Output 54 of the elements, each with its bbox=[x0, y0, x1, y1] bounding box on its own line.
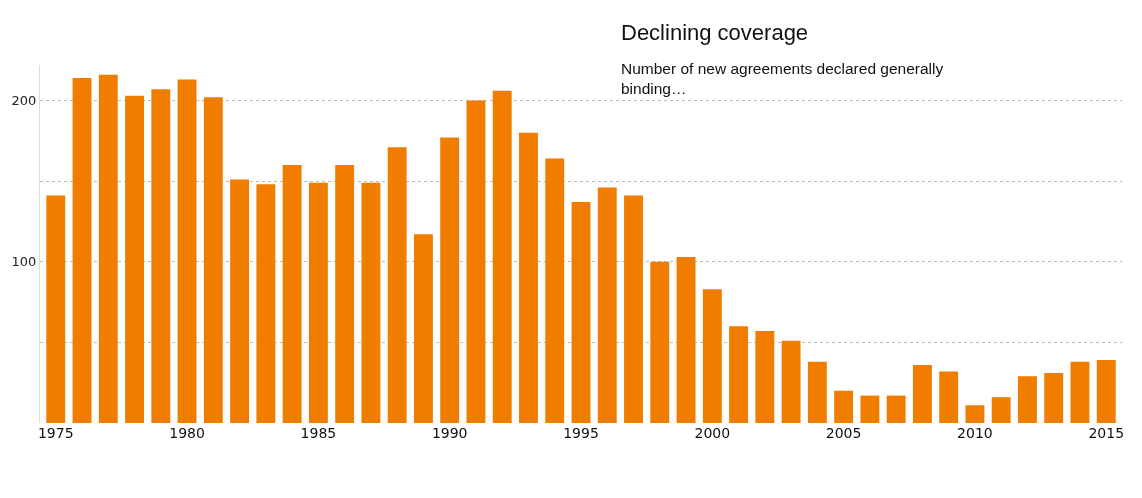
bar bbox=[335, 164, 355, 423]
x-tick-label: 1980 bbox=[169, 425, 205, 441]
bar bbox=[807, 361, 827, 423]
x-tick-label: 1985 bbox=[300, 425, 337, 441]
bar bbox=[965, 405, 985, 423]
bar bbox=[702, 289, 722, 423]
bar bbox=[571, 202, 591, 423]
bar bbox=[230, 179, 250, 423]
x-tick-label: 1975 bbox=[37, 425, 74, 441]
bar bbox=[650, 261, 670, 423]
bar bbox=[755, 331, 775, 423]
x-tick-label: 2000 bbox=[694, 425, 731, 441]
bar bbox=[597, 187, 617, 423]
bar bbox=[492, 90, 512, 423]
bar bbox=[886, 395, 906, 423]
bar bbox=[1044, 373, 1064, 423]
x-tick-label: 2010 bbox=[957, 425, 993, 441]
bar bbox=[387, 147, 407, 423]
bar bbox=[151, 89, 171, 423]
x-tick-label: 1995 bbox=[563, 425, 599, 441]
bar bbox=[939, 371, 959, 423]
bar bbox=[729, 326, 749, 423]
chart-subtitle: Number of new agreements declared generally binding… bbox=[621, 60, 944, 98]
x-tick-label: 2015 bbox=[1088, 425, 1125, 441]
bar bbox=[781, 340, 801, 423]
y-tick-label: 100 bbox=[11, 254, 37, 270]
bar bbox=[282, 164, 302, 423]
bar bbox=[413, 234, 433, 423]
x-tick-label: 1990 bbox=[431, 425, 468, 441]
bar bbox=[177, 79, 197, 423]
bar bbox=[1070, 361, 1090, 423]
bar bbox=[440, 137, 460, 423]
bar bbox=[1096, 360, 1116, 423]
bar bbox=[1018, 376, 1037, 423]
y-tick-label: 200 bbox=[11, 93, 37, 109]
x-tick-label: 2005 bbox=[825, 425, 862, 441]
bar bbox=[676, 256, 696, 423]
bar bbox=[203, 97, 223, 423]
chart-title: Declining coverage bbox=[621, 20, 809, 45]
bar bbox=[991, 397, 1011, 423]
bar bbox=[361, 182, 381, 423]
bar bbox=[834, 390, 854, 423]
bar bbox=[256, 184, 276, 423]
bar bbox=[46, 195, 66, 423]
bar bbox=[98, 74, 118, 423]
bar bbox=[519, 132, 538, 423]
bar bbox=[912, 364, 932, 423]
bar bbox=[860, 395, 880, 423]
bar bbox=[308, 182, 328, 423]
bar bbox=[72, 77, 92, 423]
bar bbox=[624, 195, 643, 423]
bar bbox=[125, 95, 144, 423]
bar bbox=[466, 100, 486, 423]
bar bbox=[545, 158, 565, 423]
